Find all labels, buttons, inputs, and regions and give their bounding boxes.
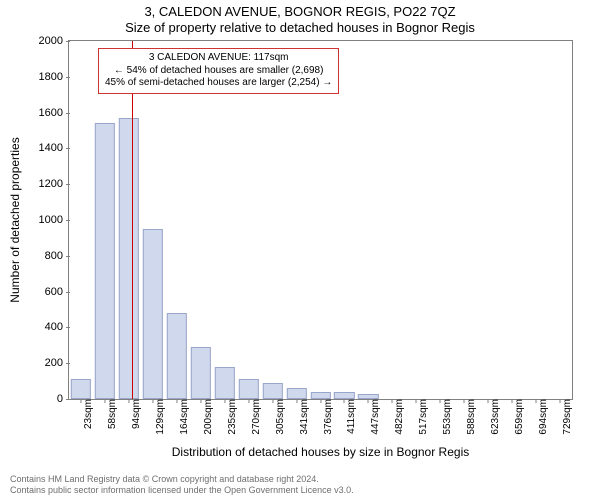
footer-attribution: Contains HM Land Registry data © Crown c… <box>10 474 354 497</box>
footer-line-2: Contains public sector information licen… <box>10 485 354 496</box>
x-tick-label: 341sqm <box>293 399 310 435</box>
histogram-bar <box>71 379 91 399</box>
y-tick-label: 2000 <box>39 35 69 47</box>
page-title: 3, CALEDON AVENUE, BOGNOR REGIS, PO22 7Q… <box>0 4 600 19</box>
footer-line-1: Contains HM Land Registry data © Crown c… <box>10 474 354 485</box>
x-tick-label: 411sqm <box>340 399 357 434</box>
x-tick-label: 235sqm <box>221 399 238 435</box>
histogram-bar <box>95 123 115 399</box>
page-subtitle: Size of property relative to detached ho… <box>0 20 600 35</box>
y-tick-label: 0 <box>57 393 69 405</box>
annotation-line-1: 3 CALEDON AVENUE: 117sqm <box>105 52 332 65</box>
x-tick-label: 729sqm <box>556 399 573 435</box>
x-tick-label: 200sqm <box>197 399 214 435</box>
x-tick-label: 482sqm <box>388 399 405 435</box>
x-tick-label: 305sqm <box>269 399 286 435</box>
x-tick-label: 659sqm <box>508 399 525 435</box>
chart-y-axis-label: Number of detached properties <box>8 40 22 400</box>
y-tick-label: 1400 <box>39 142 69 154</box>
histogram-bar <box>310 392 330 399</box>
x-tick-label: 623sqm <box>484 399 501 435</box>
y-tick-label: 1200 <box>39 178 69 190</box>
x-tick-label: 694sqm <box>532 399 549 435</box>
x-tick-label: 94sqm <box>125 399 142 429</box>
x-tick-label: 23sqm <box>77 399 94 429</box>
x-tick-label: 553sqm <box>436 399 453 435</box>
histogram-bar <box>215 367 235 399</box>
histogram-bar <box>191 347 211 399</box>
x-tick-label: 376sqm <box>317 399 334 435</box>
histogram-bar <box>286 388 306 399</box>
y-tick-label: 1800 <box>39 71 69 83</box>
chart-x-axis-label: Distribution of detached houses by size … <box>68 445 573 459</box>
histogram-bar <box>334 392 354 399</box>
property-marker-line <box>132 41 133 399</box>
histogram-chart: 020040060080010001200140016001800200023s… <box>68 40 573 400</box>
x-tick-label: 164sqm <box>173 399 190 435</box>
page: 3, CALEDON AVENUE, BOGNOR REGIS, PO22 7Q… <box>0 0 600 500</box>
histogram-bar <box>238 379 258 399</box>
histogram-bar <box>143 229 163 399</box>
y-tick-label: 200 <box>45 357 69 369</box>
annotation-line-2: ← 54% of detached houses are smaller (2,… <box>105 65 332 78</box>
marker-annotation-box: 3 CALEDON AVENUE: 117sqm ← 54% of detach… <box>98 48 339 94</box>
y-tick-label: 800 <box>45 250 69 262</box>
x-tick-label: 517sqm <box>412 399 429 435</box>
histogram-bar <box>119 118 139 399</box>
y-tick-label: 1000 <box>39 214 69 226</box>
y-tick-label: 600 <box>45 286 69 298</box>
histogram-bar <box>167 313 187 399</box>
annotation-line-3: 45% of semi-detached houses are larger (… <box>105 77 332 90</box>
x-tick-label: 270sqm <box>245 399 262 435</box>
x-tick-label: 588sqm <box>460 399 477 435</box>
y-tick-label: 400 <box>45 321 69 333</box>
x-tick-label: 129sqm <box>149 399 166 435</box>
histogram-bar <box>262 383 282 399</box>
y-tick-label: 1600 <box>39 107 69 119</box>
x-tick-label: 447sqm <box>364 399 381 435</box>
x-tick-label: 58sqm <box>101 399 118 429</box>
